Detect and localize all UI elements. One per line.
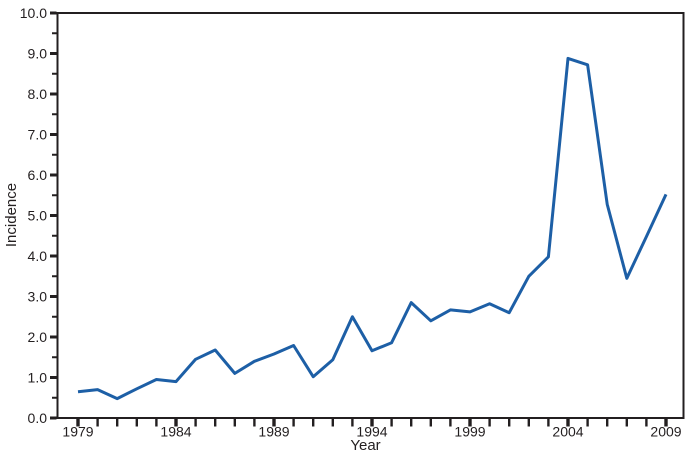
x-axis-tick-label: 2004 bbox=[552, 424, 583, 440]
y-axis-tick-label: 9.0 bbox=[28, 45, 48, 61]
plot-frame bbox=[56, 12, 685, 419]
y-axis-tick-label: 8.0 bbox=[28, 86, 48, 102]
x-axis-tick-label: 1989 bbox=[258, 424, 289, 440]
y-axis-tick-label: 0.0 bbox=[28, 410, 48, 426]
x-axis-tick-label: 1999 bbox=[454, 424, 485, 440]
y-axis-title: Incidence bbox=[3, 182, 20, 248]
x-axis-tick-label: 2009 bbox=[650, 424, 681, 440]
x-axis-tick-label: 1979 bbox=[62, 424, 93, 440]
x-axis-tick-label: 1984 bbox=[160, 424, 191, 440]
y-axis-tick-label: 2.0 bbox=[28, 329, 48, 345]
x-axis-title: Year bbox=[350, 437, 381, 454]
y-axis-tick-label: 6.0 bbox=[28, 167, 48, 183]
y-axis-tick-label: 10.0 bbox=[20, 5, 47, 21]
y-axis-tick-label: 3.0 bbox=[28, 288, 48, 304]
y-axis-tick-label: 5.0 bbox=[28, 207, 48, 223]
x-axis-tick-label: 1994 bbox=[356, 424, 387, 440]
y-axis-tick-label: 1.0 bbox=[28, 369, 48, 385]
incidence-data-line bbox=[77, 56, 668, 401]
y-axis-tick-label: 7.0 bbox=[28, 126, 48, 142]
y-axis-tick-label: 4.0 bbox=[28, 248, 48, 264]
